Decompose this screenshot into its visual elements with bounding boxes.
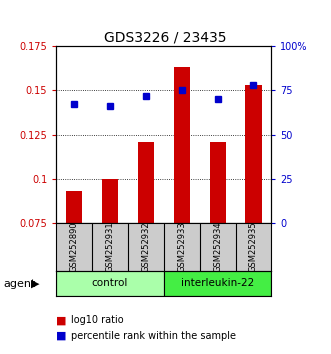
Text: control: control (92, 278, 128, 288)
Bar (102, 179, 118, 223)
Text: GSM252934: GSM252934 (213, 222, 222, 272)
Text: interleukin-22: interleukin-22 (181, 278, 254, 288)
Bar (210, 142, 226, 223)
Bar (174, 67, 190, 223)
Text: agent: agent (3, 279, 36, 289)
Bar (164, 271, 271, 296)
Text: GSM252931: GSM252931 (106, 222, 115, 272)
Text: GSM252932: GSM252932 (141, 222, 150, 272)
Text: GSM252935: GSM252935 (249, 222, 258, 272)
Text: GSM252933: GSM252933 (177, 222, 186, 272)
Text: GSM252890: GSM252890 (70, 222, 79, 272)
Bar (56, 271, 164, 296)
Bar (66, 191, 82, 223)
Text: GDS3226 / 23435: GDS3226 / 23435 (104, 30, 227, 44)
Text: ■: ■ (56, 331, 67, 341)
Text: percentile rank within the sample: percentile rank within the sample (71, 331, 236, 341)
Bar (138, 142, 154, 223)
Text: ▶: ▶ (30, 279, 39, 289)
Text: log10 ratio: log10 ratio (71, 315, 124, 325)
Bar (245, 85, 261, 223)
Text: ■: ■ (56, 315, 67, 325)
